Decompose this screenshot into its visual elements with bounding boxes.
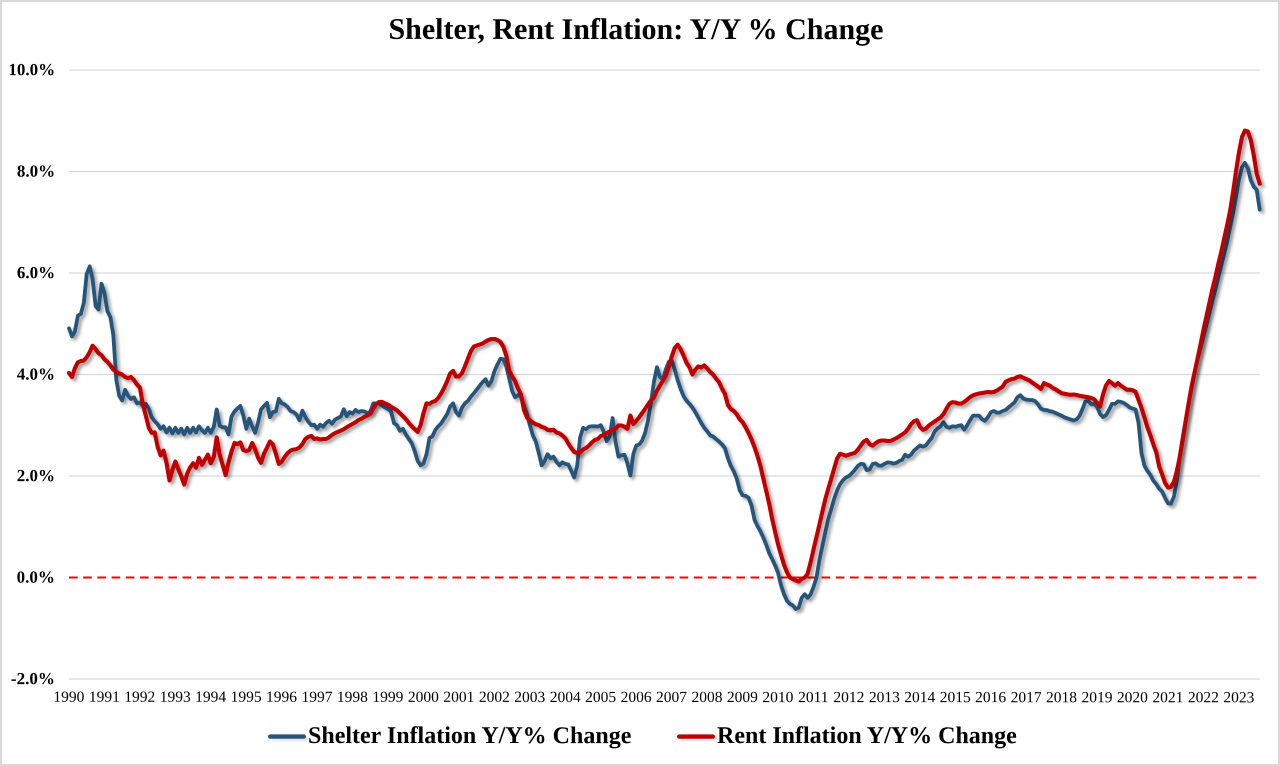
svg-text:1995: 1995	[231, 689, 262, 706]
svg-text:2010: 2010	[762, 689, 793, 706]
svg-text:2005: 2005	[585, 689, 616, 706]
svg-text:2000: 2000	[408, 689, 439, 706]
svg-text:2017: 2017	[1011, 689, 1042, 706]
svg-text:2014: 2014	[904, 689, 935, 706]
svg-text:1994: 1994	[195, 689, 226, 706]
svg-text:Shelter Inflation Y/Y% Change: Shelter Inflation Y/Y% Change	[308, 723, 632, 749]
svg-text:2016: 2016	[975, 689, 1006, 706]
svg-text:2002: 2002	[479, 689, 510, 706]
svg-text:2022: 2022	[1188, 689, 1219, 706]
svg-text:2009: 2009	[727, 689, 758, 706]
svg-text:2003: 2003	[514, 689, 545, 706]
svg-text:2.0%: 2.0%	[17, 466, 55, 485]
svg-text:2013: 2013	[869, 689, 900, 706]
svg-text:2015: 2015	[940, 689, 971, 706]
svg-text:1990: 1990	[53, 689, 84, 706]
svg-text:2001: 2001	[443, 689, 474, 706]
svg-text:-2.0%: -2.0%	[11, 669, 55, 688]
svg-text:1999: 1999	[372, 689, 403, 706]
svg-text:2006: 2006	[621, 689, 652, 706]
svg-text:1998: 1998	[337, 689, 368, 706]
svg-text:1996: 1996	[266, 689, 297, 706]
svg-text:2020: 2020	[1117, 689, 1148, 706]
svg-text:2008: 2008	[692, 689, 723, 706]
svg-text:Rent Inflation Y/Y% Change: Rent Inflation Y/Y% Change	[717, 723, 1017, 749]
svg-text:8.0%: 8.0%	[17, 162, 55, 181]
svg-text:2012: 2012	[833, 689, 864, 706]
svg-text:1992: 1992	[124, 689, 155, 706]
svg-text:2023: 2023	[1223, 689, 1254, 706]
svg-text:2021: 2021	[1152, 689, 1183, 706]
svg-text:4.0%: 4.0%	[17, 365, 55, 384]
svg-text:0.0%: 0.0%	[17, 568, 55, 587]
svg-text:2011: 2011	[798, 689, 828, 706]
svg-text:2019: 2019	[1082, 689, 1113, 706]
svg-text:6.0%: 6.0%	[17, 263, 55, 282]
svg-text:2004: 2004	[550, 689, 581, 706]
svg-text:1993: 1993	[160, 689, 191, 706]
svg-text:2007: 2007	[656, 689, 687, 706]
svg-text:1991: 1991	[89, 689, 120, 706]
svg-text:10.0%: 10.0%	[8, 60, 55, 79]
svg-text:1997: 1997	[302, 689, 333, 706]
svg-text:2018: 2018	[1046, 689, 1077, 706]
